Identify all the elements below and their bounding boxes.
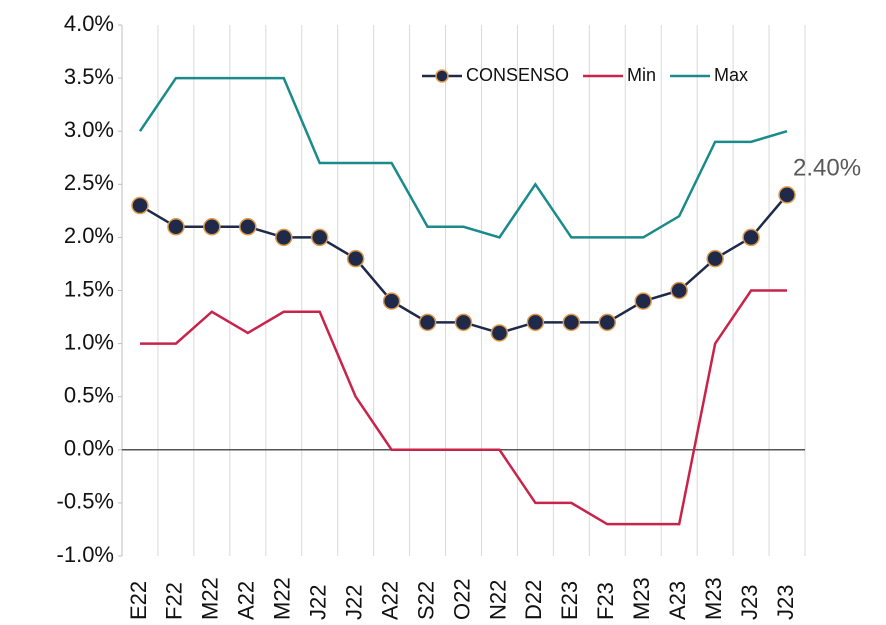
y-tick-label: 3.5% (64, 64, 114, 89)
x-tick-label: E22 (126, 581, 151, 620)
y-tick-label: 1.5% (64, 276, 114, 301)
point (239, 218, 257, 236)
point (742, 228, 760, 247)
x-tick-label: N22 (485, 580, 510, 620)
legend-marker (435, 69, 449, 83)
x-tick-label: M23 (629, 577, 654, 620)
legend: CONSENSO Min Max (422, 65, 748, 85)
y-tick-label: -1.0% (57, 542, 114, 567)
x-tick-label: M22 (270, 577, 295, 620)
point (526, 313, 545, 332)
y-tick-label: -0.5% (57, 489, 114, 514)
x-tick-label: A23 (665, 581, 690, 620)
point (275, 228, 293, 247)
x-tick-label: O22 (449, 578, 474, 620)
x-tick-label: J22 (341, 585, 366, 620)
y-tick-label: 1.0% (64, 329, 114, 354)
series-line (138, 76, 788, 239)
x-tick-label: J23 (737, 585, 762, 620)
y-tick-label: 3.0% (64, 117, 114, 142)
x-tick-label: F23 (593, 582, 618, 620)
y-tick-label: 0.0% (64, 436, 114, 461)
point (706, 249, 724, 268)
legend-label: CONSENSO (466, 65, 569, 85)
y-tick-label: 0.5% (64, 383, 114, 408)
point (382, 292, 401, 310)
y-tick-label: 2.0% (64, 223, 114, 248)
series-line (139, 289, 788, 526)
y-tick-label: 2.5% (64, 170, 114, 195)
series-line (139, 194, 788, 335)
point (131, 196, 149, 215)
point (634, 292, 652, 310)
x-tick-label: A22 (377, 581, 402, 620)
point (346, 249, 365, 268)
point (418, 313, 437, 332)
x-tick-label: D22 (521, 580, 546, 620)
point (490, 324, 509, 342)
point (454, 313, 473, 332)
point (562, 313, 581, 332)
y-tick-label: 4.0% (64, 11, 114, 36)
point (310, 228, 329, 247)
point (670, 281, 688, 300)
x-tick-label: M23 (701, 577, 726, 620)
point (598, 313, 617, 332)
legend-label: Max (714, 65, 748, 85)
point (203, 218, 221, 236)
x-tick-label: J23 (773, 585, 798, 620)
x-tick-label: F22 (162, 582, 187, 620)
x-tick-label: S22 (413, 581, 438, 620)
x-tick-label: E23 (557, 581, 582, 620)
x-tick-label: M22 (198, 577, 223, 620)
x-tick-label: J22 (306, 585, 331, 620)
legend-label: Min (627, 65, 656, 85)
x-tick-label: A22 (234, 581, 259, 620)
value-label: 2.40% (793, 154, 861, 181)
point (167, 218, 185, 236)
point (778, 186, 796, 204)
